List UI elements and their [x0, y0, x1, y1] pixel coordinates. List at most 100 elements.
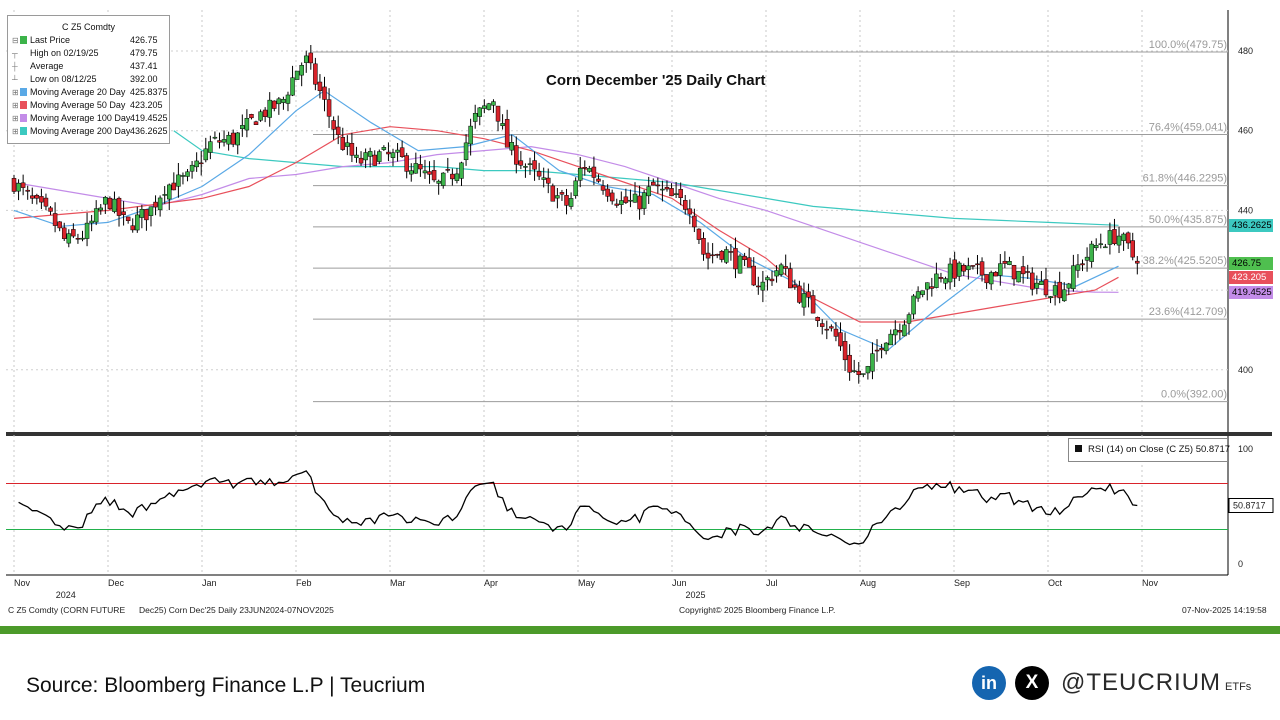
candle-body	[450, 173, 455, 180]
rsi-line	[18, 470, 1138, 546]
candle-body	[240, 125, 245, 130]
x-month-label: Nov	[14, 578, 31, 588]
candle-body	[244, 118, 250, 131]
candle-body	[125, 216, 131, 221]
source-text: Source: Bloomberg Finance L.P | Teucrium	[26, 674, 426, 697]
candle-body	[340, 137, 346, 150]
legend-row[interactable]: ┬ High on 02/19/25 479.75	[8, 47, 169, 60]
candle-body	[171, 182, 177, 191]
candle-body	[148, 206, 154, 216]
candle-body	[1057, 281, 1062, 299]
fib-label: 100.0%(479.75)	[1149, 39, 1227, 51]
candle-body	[865, 366, 871, 374]
candle-body	[833, 328, 839, 337]
candle-body	[788, 268, 793, 289]
candle-body	[514, 145, 519, 165]
rsi-label: RSI (14) on Close (C Z5) 50.8717	[1088, 444, 1231, 455]
candle-body	[943, 278, 948, 284]
candle-body	[568, 198, 574, 207]
y-tick-label: 400	[1238, 365, 1253, 375]
candle-body	[984, 274, 989, 284]
candle-body	[929, 286, 935, 289]
candle-body	[838, 332, 843, 347]
legend-row[interactable]: ⊞ Moving Average 100 Day 419.4525	[8, 112, 169, 125]
candle-body	[267, 99, 272, 118]
x-icon[interactable]: X	[1015, 666, 1049, 700]
axis-labels: 4004204404604800100NovDecJanFebMarAprMay…	[14, 46, 1253, 600]
x-year-label: 2024	[56, 590, 76, 600]
legend-row[interactable]: ┼ Average 437.41	[8, 60, 169, 73]
candle-body	[345, 142, 350, 147]
legend-label: High on 02/19/25	[30, 48, 99, 58]
candle-body	[390, 152, 396, 158]
candle-body	[536, 171, 542, 177]
candle-body	[89, 220, 94, 224]
linkedin-glyph: in	[981, 672, 997, 693]
chart-background	[0, 0, 1280, 626]
legend-value: 423.205	[130, 100, 163, 110]
x-month-label: Nov	[1142, 578, 1159, 588]
candle-body	[591, 166, 597, 178]
candle-body	[1048, 296, 1053, 299]
legend-marker-icon: ⊞	[12, 101, 19, 110]
candle-body	[778, 264, 784, 275]
candle-body	[198, 162, 204, 165]
candle-body	[728, 251, 734, 253]
candle-body	[253, 121, 259, 125]
candle-body	[870, 353, 875, 372]
candle-body	[372, 154, 377, 166]
candle-body	[998, 263, 1003, 276]
candle-body	[317, 81, 323, 92]
candle-body	[30, 195, 35, 199]
legend-row[interactable]: ⊞ Moving Average 50 Day 423.205	[8, 99, 169, 112]
fib-label: 50.0%(435.875)	[1149, 214, 1227, 226]
candle-body	[440, 172, 446, 186]
brand-block: in X @TEUCRIUM ETFs	[972, 665, 1251, 701]
candle-body	[714, 254, 720, 256]
candle-body	[687, 208, 693, 215]
candle-body	[409, 170, 414, 175]
candle-body	[308, 52, 314, 64]
candle-body	[632, 193, 638, 203]
legend-value: 437.41	[130, 61, 158, 71]
candle-body	[678, 189, 683, 198]
candle-body	[226, 134, 231, 145]
candle-body	[555, 195, 560, 199]
moving-averages	[13, 90, 1119, 351]
candle-body	[550, 185, 556, 202]
rsi-tick-label: 0	[1238, 559, 1243, 569]
candle-body	[381, 147, 387, 150]
candle-body	[290, 77, 295, 96]
y-tick-label: 440	[1238, 205, 1253, 215]
candle-body	[1112, 229, 1117, 244]
candle-body	[445, 169, 451, 171]
x-month-label: Feb	[296, 578, 312, 588]
candle-body	[1052, 285, 1058, 296]
legend-row[interactable]: ⊞ Moving Average 20 Day 425.8375	[8, 86, 169, 99]
legend-row[interactable]: ⊟ Last Price 426.75	[8, 34, 169, 47]
candle-body	[742, 255, 747, 261]
fib-label: 38.2%(425.5205)	[1143, 255, 1227, 267]
candle-body	[1080, 263, 1085, 266]
candle-body	[495, 105, 501, 122]
candle-body	[93, 208, 99, 223]
candle-body	[1075, 264, 1081, 271]
legend-row[interactable]: ⊞ Moving Average 200 Day 436.2625	[8, 125, 169, 138]
linkedin-icon[interactable]: in	[972, 666, 1006, 700]
candle-body	[1084, 256, 1090, 261]
legend-row[interactable]: ┴ Low on 08/12/25 392.00	[8, 73, 169, 86]
grid	[6, 10, 1228, 575]
candle-body	[1011, 265, 1017, 280]
candle-body	[98, 207, 104, 211]
candle-body	[20, 182, 26, 188]
candle-body	[185, 171, 190, 177]
legend-marker-icon: ⊞	[12, 88, 19, 97]
candle-body	[335, 126, 341, 135]
rsi-panel: 50.8717	[6, 470, 1274, 546]
candle-body	[75, 237, 81, 240]
candle-body	[518, 160, 524, 166]
candle-body	[819, 323, 825, 327]
candle-body	[1130, 240, 1135, 258]
candle-body	[1103, 246, 1108, 249]
candle-body	[468, 125, 473, 145]
